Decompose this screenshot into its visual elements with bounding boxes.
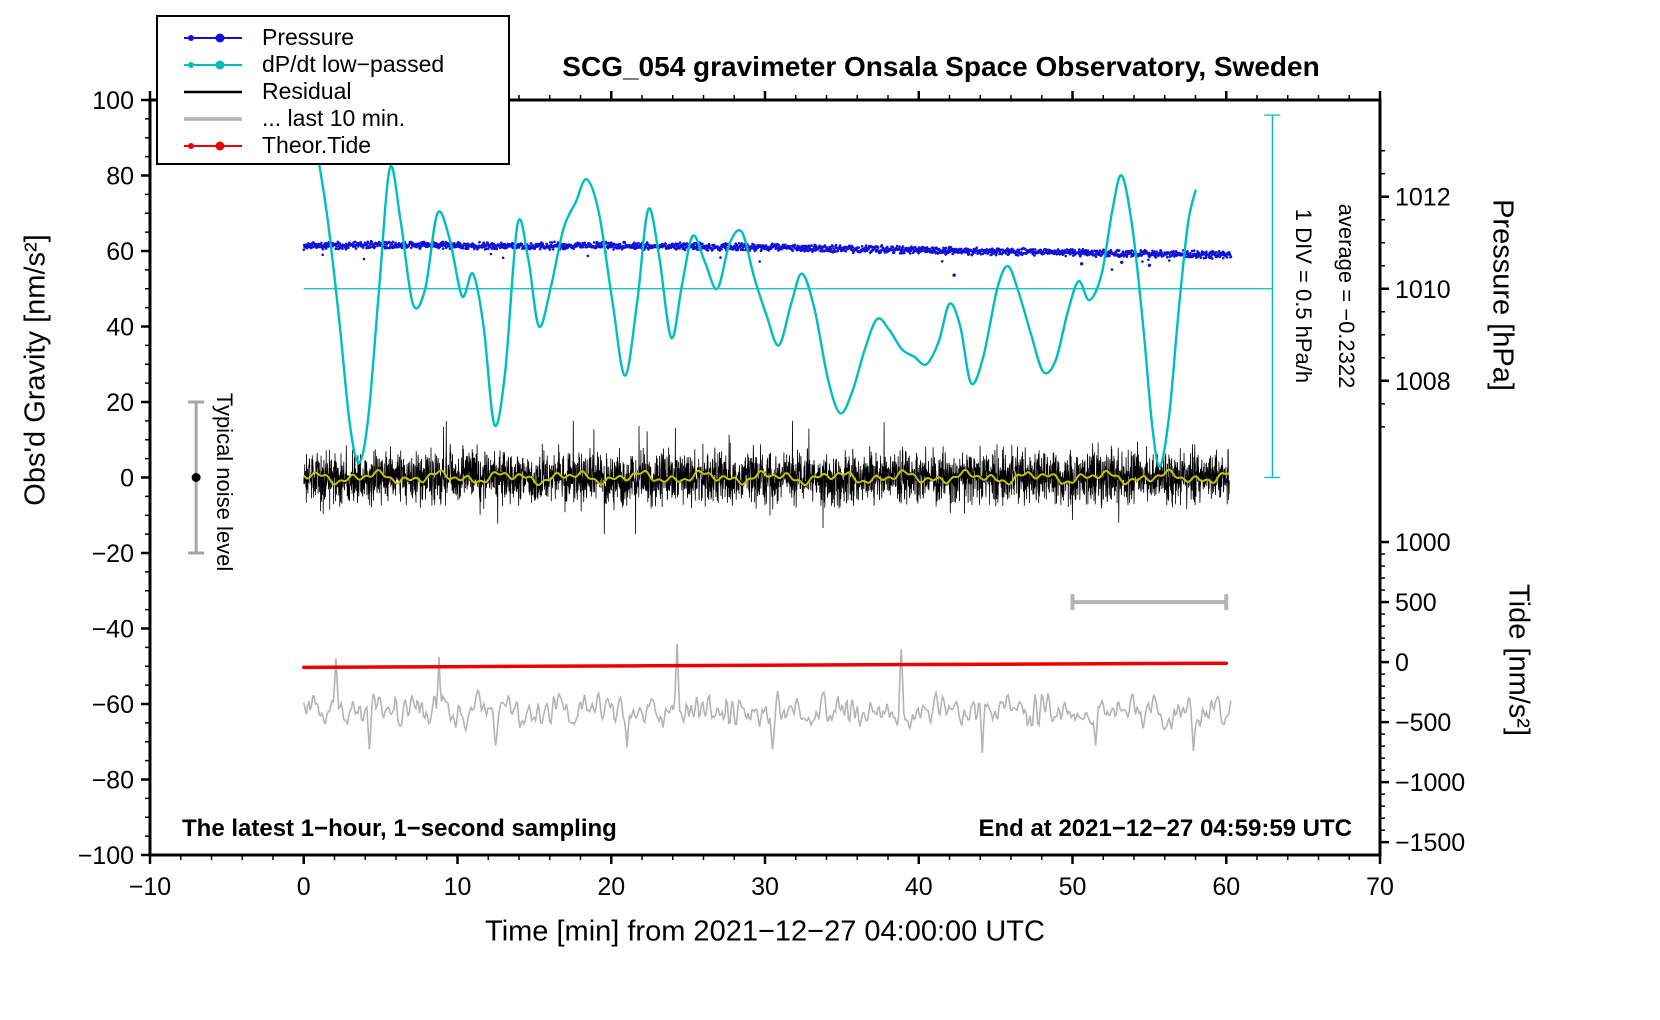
svg-text:1010: 1010 — [1395, 276, 1451, 304]
tide-series — [302, 661, 1229, 670]
svg-text:0: 0 — [1395, 649, 1409, 677]
svg-text:60: 60 — [106, 238, 134, 266]
svg-text:60: 60 — [1212, 873, 1240, 901]
noise-errorbar — [188, 400, 205, 555]
svg-text:50: 50 — [1059, 873, 1087, 901]
end-time-note: End at 2021−12−27 04:59:59 UTC — [978, 815, 1352, 842]
svg-text:70: 70 — [1366, 873, 1394, 901]
legend-marker-pressure — [184, 33, 242, 42]
legend-label-pressure: Pressure — [262, 24, 355, 50]
svg-text:−10: −10 — [129, 873, 171, 901]
y-axis-label-tide: Tide [nm/s²] — [1502, 583, 1535, 737]
y-axis-label-pressure: Pressure [hPa] — [1486, 199, 1519, 391]
svg-text:−500: −500 — [1395, 709, 1451, 737]
sampling-note: The latest 1−hour, 1−second sampling — [182, 815, 617, 842]
svg-text:−80: −80 — [92, 767, 134, 795]
residual-smoothed-series — [303, 468, 1230, 487]
legend-item-residual: Residual — [184, 78, 508, 105]
legend-label-dpdt: dP/dt low−passed — [262, 51, 445, 77]
pressure-rate-series — [302, 113, 1281, 479]
legend-marker-dpdt — [184, 60, 242, 69]
legend-marker-residual — [184, 90, 242, 93]
svg-text:−60: −60 — [92, 691, 134, 719]
legend-label-residual: Residual — [262, 78, 352, 104]
legend-item-dpdt: dP/dt low−passed — [184, 51, 508, 78]
svg-text:−100: −100 — [78, 842, 134, 870]
average-label: average = −0.2322 — [1334, 203, 1359, 389]
svg-text:100: 100 — [92, 87, 134, 115]
svg-text:10: 10 — [444, 873, 472, 901]
svg-text:−1500: −1500 — [1395, 829, 1465, 857]
legend: Pressure dP/dt low−passed Residual ... l… — [156, 15, 510, 165]
legend-item-theortide: Theor.Tide — [184, 132, 508, 159]
svg-text:80: 80 — [106, 163, 134, 191]
svg-text:1012: 1012 — [1395, 184, 1451, 212]
svg-text:−40: −40 — [92, 616, 134, 644]
chart-title: SCG_054 gravimeter Onsala Space Observat… — [562, 51, 1320, 82]
svg-text:−20: −20 — [92, 540, 134, 568]
legend-marker-last10 — [184, 116, 242, 121]
div-scale-label: 1 DIV = 0.5 hPa/h — [1291, 208, 1316, 384]
legend-label-theortide: Theor.Tide — [262, 132, 372, 158]
y-axis-label-gravity: Obs'd Gravity [nm/s²] — [19, 234, 52, 506]
svg-text:1000: 1000 — [1395, 529, 1451, 557]
svg-text:20: 20 — [106, 389, 134, 417]
svg-text:40: 40 — [905, 873, 933, 901]
residual-series — [303, 420, 1230, 535]
svg-text:1008: 1008 — [1395, 368, 1451, 396]
svg-text:0: 0 — [120, 465, 134, 493]
last10-series — [303, 643, 1232, 754]
pressure-series — [302, 239, 1233, 277]
svg-text:0: 0 — [297, 873, 311, 901]
svg-text:20: 20 — [597, 873, 625, 901]
legend-item-pressure: Pressure — [184, 24, 508, 51]
noise-level-label: Typical noise level — [212, 392, 237, 572]
legend-marker-theortide — [184, 141, 242, 150]
svg-text:30: 30 — [751, 873, 779, 901]
legend-label-last10: ... last 10 min. — [262, 105, 406, 131]
scale-bar — [1070, 594, 1229, 611]
x-axis-label: Time [min] from 2021−12−27 04:00:00 UTC — [485, 915, 1045, 948]
axes: −10 0 10 20 30 40 50 60 70−100−80−60−40−20020406… — [78, 87, 1466, 901]
svg-text:500: 500 — [1395, 589, 1437, 617]
legend-item-last10: ... last 10 min. — [184, 105, 508, 132]
svg-text:−1000: −1000 — [1395, 769, 1465, 797]
svg-text:40: 40 — [106, 314, 134, 342]
